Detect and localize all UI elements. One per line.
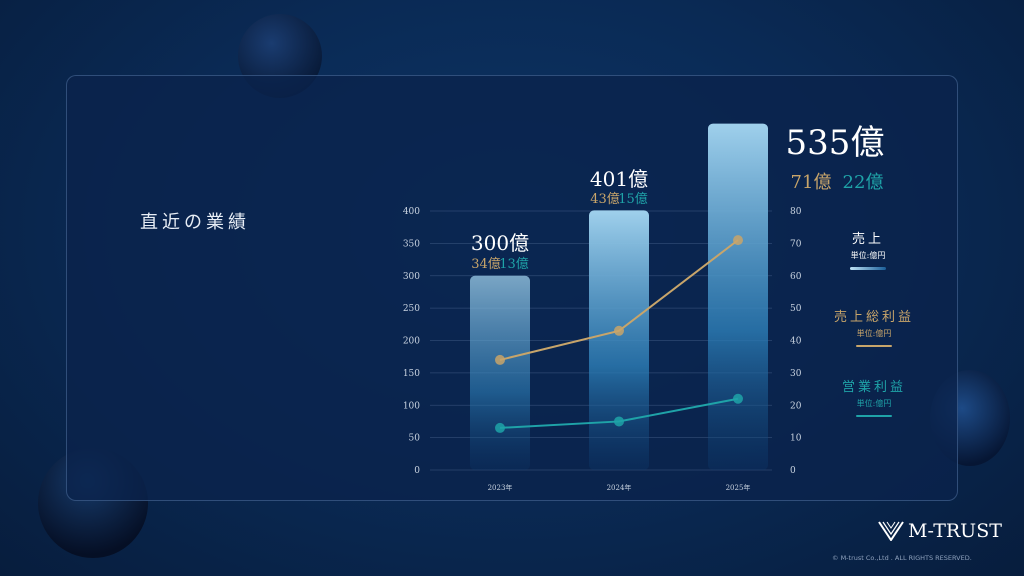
data-label-sales: 300億	[471, 231, 529, 255]
brand-name: M-TRUST	[908, 520, 1002, 542]
data-label-gross-profit: 43億	[590, 191, 620, 207]
legend-swatch	[856, 345, 892, 347]
y-right-tick-label: 40	[790, 337, 802, 347]
data-label-operating-profit: 15億	[618, 191, 648, 207]
point-gross-profit	[614, 325, 624, 336]
legend-swatch	[856, 415, 892, 417]
y-left-tick-label: 50	[409, 434, 421, 444]
point-gross-profit	[733, 235, 743, 246]
y-right-tick-label: 80	[790, 207, 802, 217]
legend-unit: 単位:億円	[856, 329, 892, 338]
page-title: 直近の業績	[140, 212, 250, 233]
brand-logo: M-TRUST	[878, 520, 1002, 542]
x-tick-label: 2023年	[488, 483, 513, 492]
legend-sales: 売上 単位:億円	[818, 228, 918, 270]
x-tick-label: 2024年	[607, 483, 632, 492]
data-label-operating-profit: 13億	[499, 256, 529, 272]
legend-operating-profit: 営業利益 単位:億円	[824, 376, 924, 417]
data-label-sales: 401億	[590, 167, 648, 191]
x-tick-label: 2025年	[726, 483, 751, 492]
point-operating-profit	[733, 393, 743, 404]
y-right-tick-label: 10	[790, 434, 802, 444]
point-gross-profit	[495, 354, 505, 365]
y-left-tick-label: 250	[403, 304, 420, 314]
y-right-tick-label: 70	[790, 239, 802, 249]
bar-sales	[470, 275, 530, 470]
legend-gross-profit: 売上総利益 単位:億円	[824, 306, 924, 347]
bar-sales	[708, 123, 768, 471]
legend-label: 売上総利益	[833, 310, 914, 325]
m-trust-logo-icon	[878, 521, 904, 541]
data-label-sales: 535億	[786, 123, 885, 163]
copyright: © M-trust Co.,Ltd . ALL RIGHTS RESERVED.	[832, 554, 972, 562]
data-label-operating-profit: 22億	[843, 172, 884, 193]
y-right-tick-label: 50	[790, 304, 802, 314]
y-left-tick-label: 350	[403, 239, 420, 249]
legend-label: 営業利益	[841, 380, 906, 395]
y-right-tick-label: 30	[790, 369, 802, 379]
data-label-gross-profit: 34億	[471, 256, 501, 272]
y-left-tick-label: 100	[403, 401, 420, 411]
point-operating-profit	[614, 416, 624, 427]
legend-label: 売上	[851, 232, 884, 247]
y-right-tick-label: 60	[790, 272, 802, 282]
point-operating-profit	[495, 422, 505, 433]
legend-unit: 単位:億円	[856, 399, 892, 408]
y-left-tick-label: 300	[403, 272, 420, 282]
y-right-tick-label: 20	[790, 401, 802, 411]
legend-swatch	[850, 267, 886, 270]
y-left-tick-label: 0	[414, 466, 420, 476]
y-left-tick-label: 400	[403, 207, 420, 217]
bar-sales	[589, 210, 649, 471]
y-right-tick-label: 0	[790, 466, 796, 476]
y-left-tick-label: 150	[403, 369, 420, 379]
y-left-tick-label: 200	[403, 337, 420, 347]
legend-unit: 単位:億円	[850, 251, 886, 260]
data-label-gross-profit: 71億	[791, 172, 832, 193]
